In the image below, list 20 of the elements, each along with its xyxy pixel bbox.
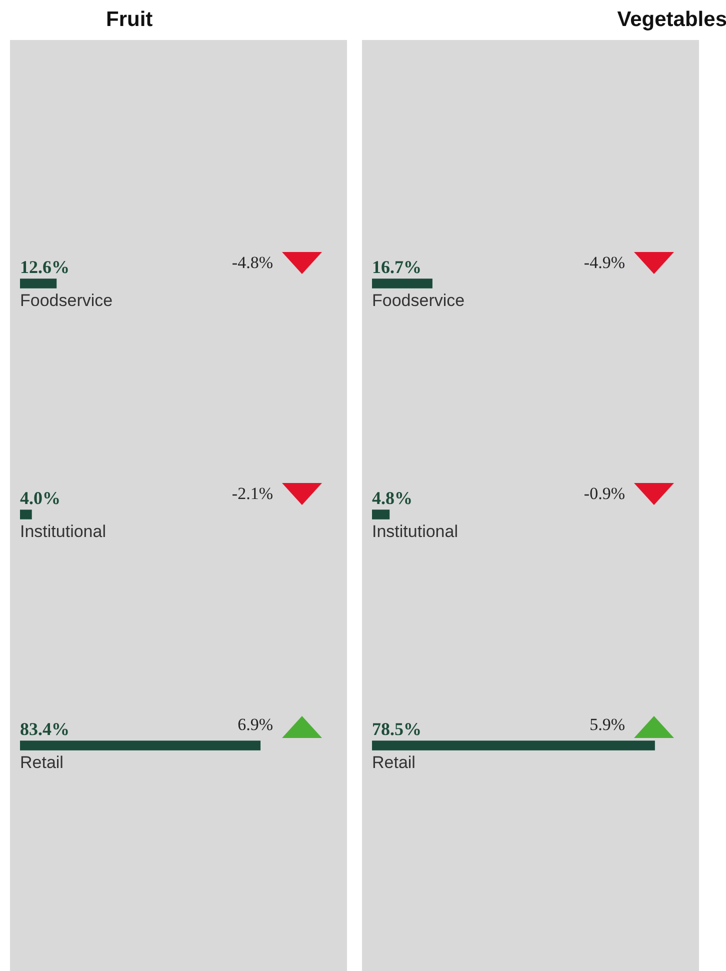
category-label: Institutional [20, 522, 106, 542]
chart-title: Vegetables [617, 8, 726, 32]
data-label: 83.4% [20, 719, 70, 740]
category-label: Institutional [372, 522, 458, 542]
annotation: -0.9% [584, 484, 625, 503]
data-label: 78.5% [372, 719, 422, 740]
annotation: 6.9% [238, 714, 273, 734]
data-label: 4.8% [372, 488, 412, 508]
annotation: 5.9% [590, 714, 625, 734]
category-label: Retail [372, 753, 416, 772]
category-label: Foodservice [20, 291, 113, 310]
annotation: -4.8% [232, 252, 273, 272]
category-label: Foodservice [372, 291, 465, 310]
category-label: Retail [20, 753, 64, 772]
annotation: -4.9% [584, 252, 625, 272]
data-label: 16.7% [372, 257, 422, 278]
data-label: 4.0% [20, 488, 60, 508]
chart-title: Fruit [106, 8, 153, 32]
data-label: 12.6% [20, 257, 70, 278]
annotation: -2.1% [232, 484, 273, 503]
